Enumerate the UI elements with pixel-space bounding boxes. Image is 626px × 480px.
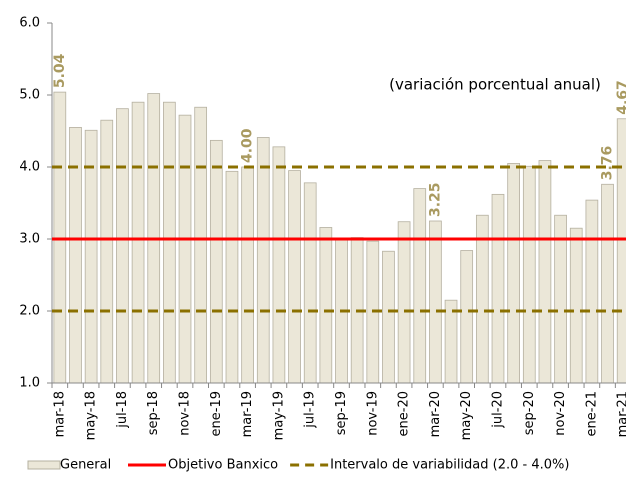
bar: [100, 119, 114, 384]
bar: [319, 227, 333, 384]
x-tick-label: may-18: [84, 391, 99, 440]
y-tick-label: 4.0: [19, 160, 40, 175]
value-label: 3.76: [600, 146, 616, 181]
legend-swatch: [27, 460, 61, 470]
bar: [585, 199, 599, 384]
bar: [601, 183, 614, 384]
x-tick-label: mar-19: [240, 391, 255, 437]
bar: [256, 137, 270, 384]
y-tick-label: 3.0: [19, 232, 40, 247]
x-tick-label: nov-18: [178, 391, 193, 436]
x-tick-label: sep-20: [522, 391, 537, 435]
value-label: 5.04: [52, 53, 68, 88]
bar: [272, 146, 286, 384]
y-tick-label: 6.0: [19, 16, 40, 31]
bar: [491, 193, 505, 384]
x-tick-label: ene-19: [209, 391, 224, 436]
bar: [288, 170, 301, 384]
value-label: 4.00: [240, 128, 256, 163]
x-tick-label: may-19: [271, 391, 286, 440]
legend-label: Intervalo de variabilidad (2.0 - 4.0%): [330, 458, 569, 473]
y-tick-label: 5.0: [19, 88, 40, 103]
x-tick-label: nov-19: [365, 391, 380, 436]
bar: [225, 170, 239, 384]
bar: [194, 106, 208, 384]
bar: [163, 101, 176, 384]
bar: [131, 101, 145, 384]
x-tick-label: jul-19: [303, 391, 318, 429]
x-tick-label: sep-19: [334, 391, 349, 435]
legend-label: General: [60, 458, 111, 473]
x-tick-label: ene-21: [584, 391, 599, 436]
x-tick-label: jul-18: [115, 391, 130, 429]
value-label: 3.25: [427, 182, 443, 217]
bar: [569, 227, 583, 384]
annotation: (variación porcentual anual): [389, 76, 601, 94]
bar: [538, 160, 552, 384]
legend-label: Objetivo Banxico: [168, 458, 278, 473]
value-label: 4.67: [615, 80, 626, 115]
x-tick-label: sep-18: [146, 391, 161, 435]
x-tick-label: mar-21: [616, 391, 626, 437]
bar: [397, 221, 411, 384]
x-tick-label: may-20: [459, 391, 474, 440]
bar: [178, 114, 192, 384]
bar: [444, 299, 458, 384]
x-tick-label: mar-18: [52, 391, 67, 437]
bar: [382, 250, 395, 384]
bar: [616, 118, 626, 384]
bar: [460, 250, 474, 384]
bar: [241, 166, 254, 384]
x-tick-label: ene-20: [397, 391, 412, 436]
bar: [413, 188, 427, 384]
bar: [116, 108, 129, 384]
x-tick-label: mar-20: [428, 391, 443, 437]
bar: [209, 139, 223, 384]
bar: [507, 162, 520, 384]
bar: [522, 165, 536, 384]
y-tick-label: 1.0: [19, 376, 40, 391]
x-tick-label: jul-20: [490, 391, 505, 429]
x-tick-label: nov-20: [553, 391, 568, 436]
bar: [303, 182, 317, 384]
y-tick-label: 2.0: [19, 304, 40, 319]
bar: [429, 220, 442, 384]
